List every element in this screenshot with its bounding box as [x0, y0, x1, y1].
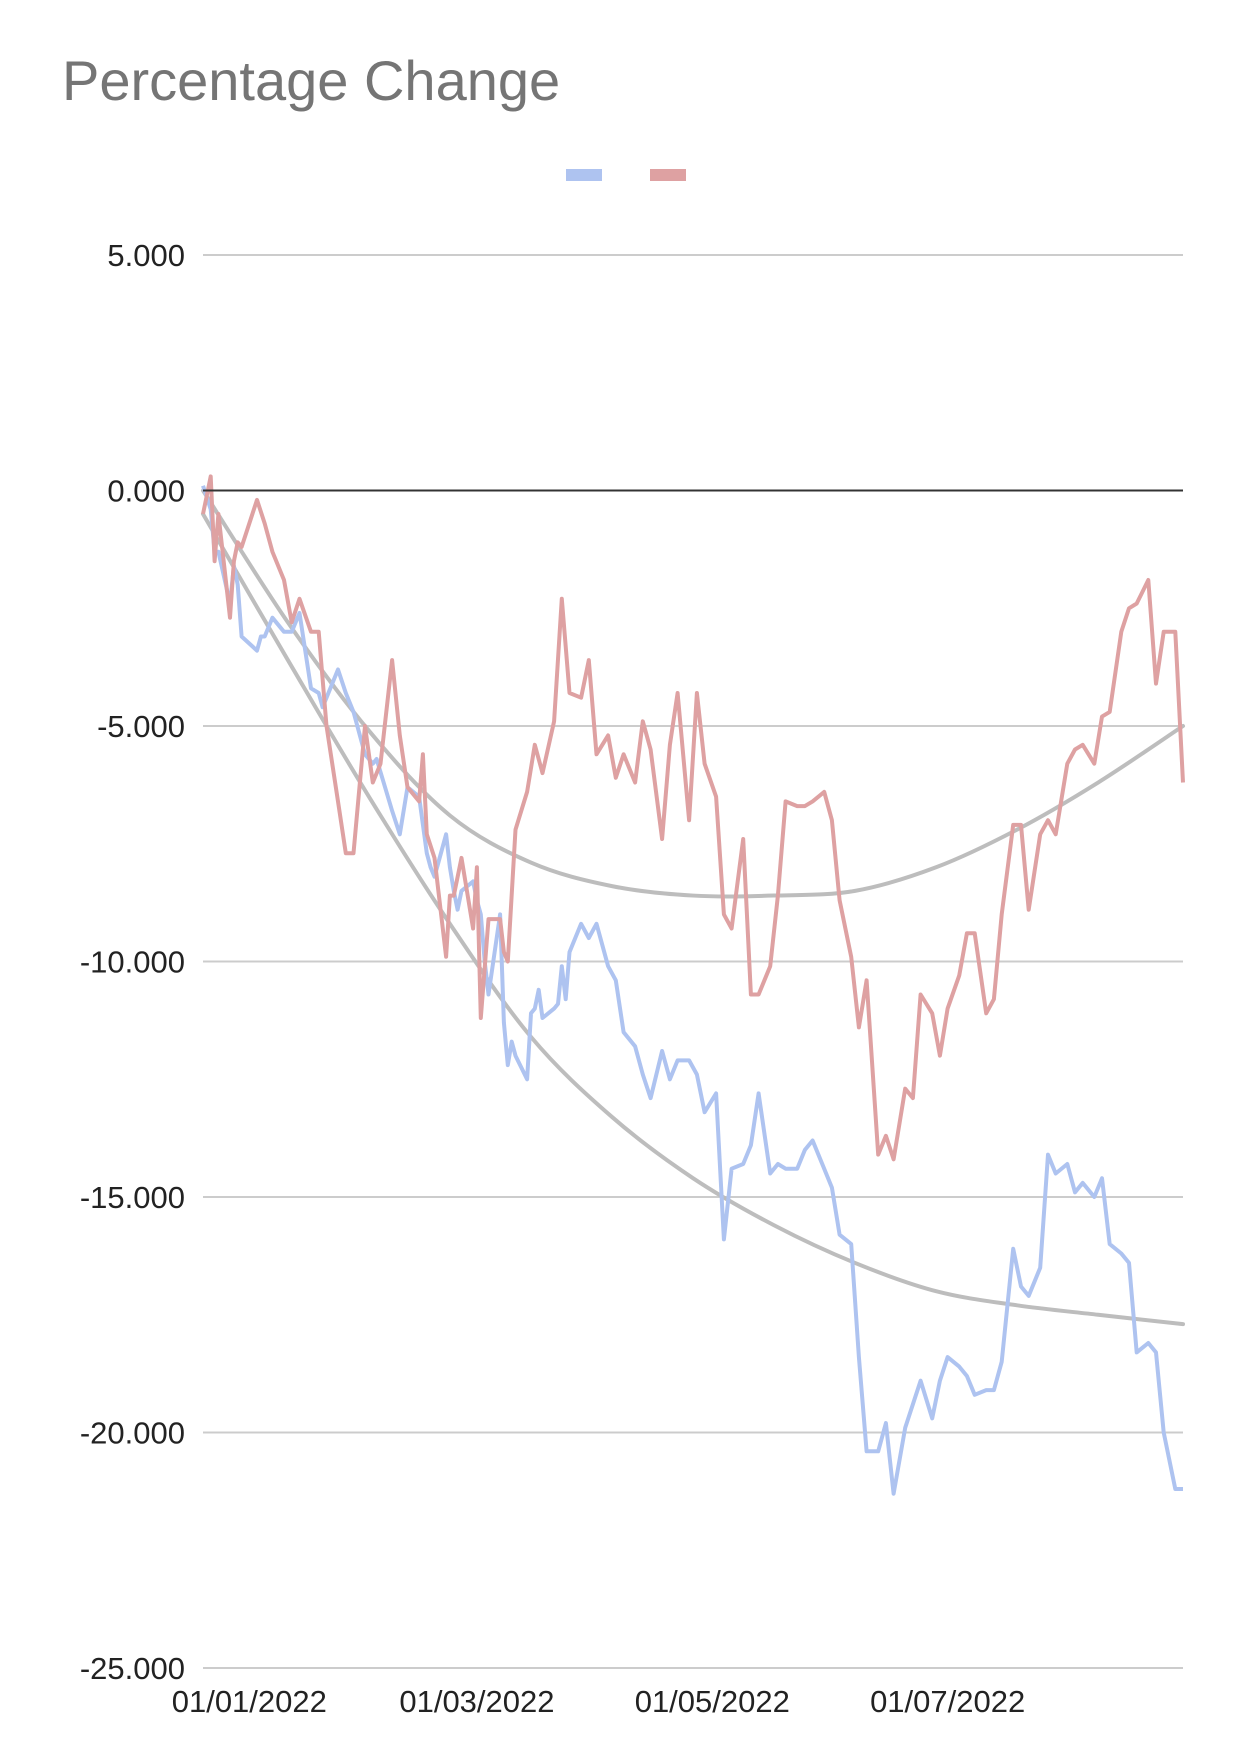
series-line-2	[201, 474, 1185, 1162]
legend-swatch-2	[650, 169, 686, 181]
y-tick-label: 0.000	[107, 474, 185, 509]
x-tick-label: 01/03/2022	[399, 1684, 554, 1719]
y-axis: 5.000 0.000 -5.000 -10.000 -15.000 -20.000 -25…	[80, 238, 185, 1686]
legend-swatch-1	[566, 169, 602, 181]
y-tick-label: -20.000	[80, 1416, 185, 1451]
trendline	[201, 488, 1185, 899]
series-line-1	[201, 485, 1183, 1496]
y-tick-label: 5.000	[107, 238, 185, 273]
series-lines	[201, 474, 1185, 1496]
trendline	[201, 512, 1185, 1327]
x-tick-label: 01/05/2022	[635, 1684, 790, 1719]
x-tick-label: 01/07/2022	[870, 1684, 1025, 1719]
trendlines	[201, 488, 1185, 1327]
y-tick-label: -10.000	[80, 945, 185, 980]
x-tick-label: 01/01/2022	[172, 1684, 327, 1719]
legend	[566, 169, 686, 181]
y-tick-label: -15.000	[80, 1180, 185, 1215]
chart-title: Percentage Change	[62, 49, 561, 112]
y-tick-label: -5.000	[97, 709, 185, 744]
y-tick-label: -25.000	[80, 1651, 185, 1686]
gridlines	[203, 254, 1183, 1669]
x-axis: 01/01/2022 01/03/2022 01/05/2022 01/07/2022	[172, 1684, 1026, 1719]
